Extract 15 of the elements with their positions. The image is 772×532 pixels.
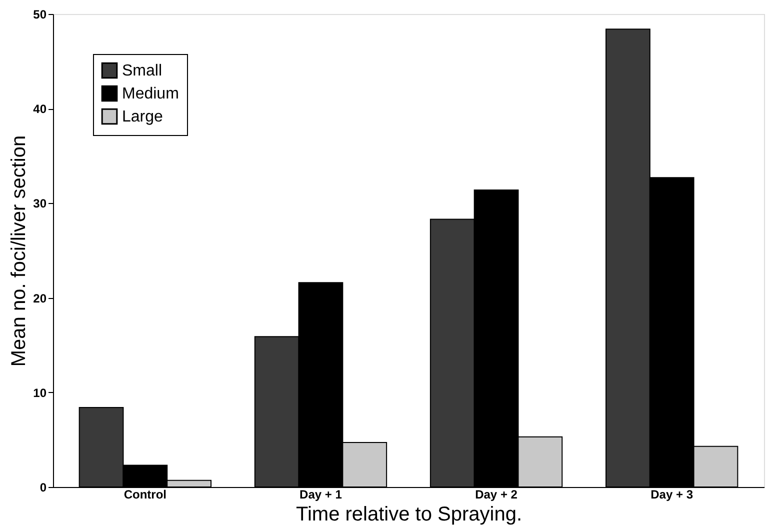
y-tick-label: 40 [33, 102, 47, 116]
legend-label: Medium [122, 86, 179, 102]
y-tick-label: 20 [33, 291, 47, 306]
x-tick-label: Day + 3 [650, 488, 694, 502]
legend-label: Small [122, 62, 162, 80]
legend-label: Large [122, 108, 164, 126]
y-tick-label: 30 [33, 196, 47, 211]
y-tick-label: 0 [40, 480, 47, 494]
x-tick-label: Day + 2 [475, 488, 518, 502]
x-axis-title: Time relative to Spraying. [296, 504, 522, 526]
x-tick-label: Day + 1 [300, 488, 342, 502]
y-axis-title: Mean no. foci/liver section [8, 135, 30, 367]
x-tick-label: Control [124, 488, 166, 502]
y-tick-label: 10 [33, 386, 47, 400]
y-tick-label: 50 [33, 8, 47, 22]
